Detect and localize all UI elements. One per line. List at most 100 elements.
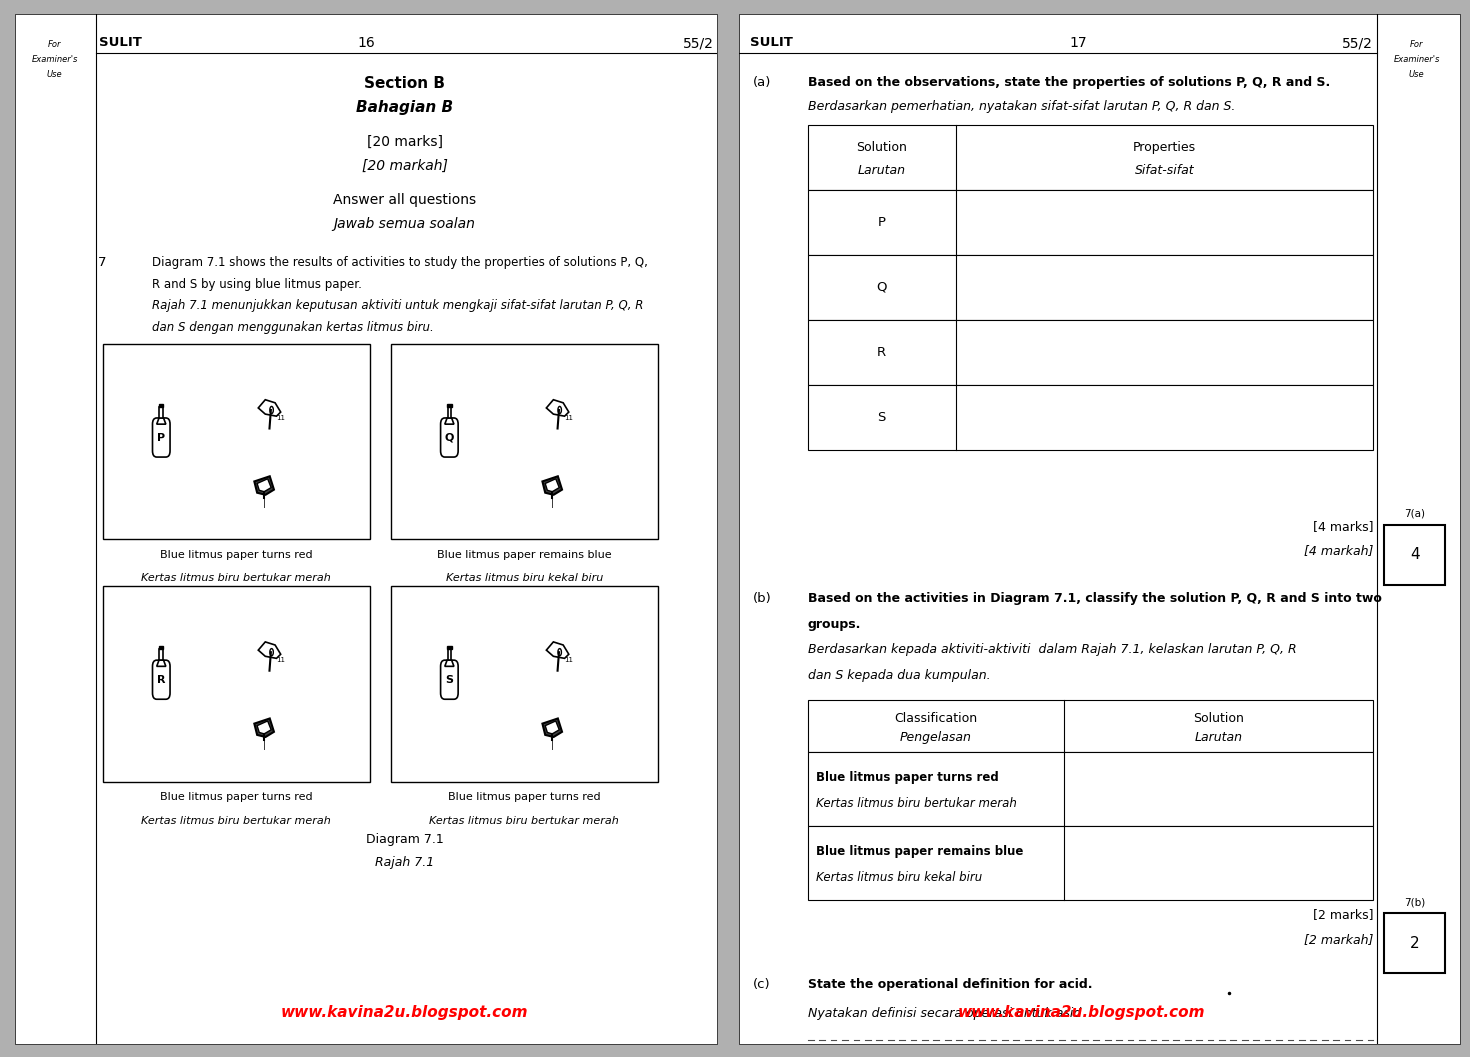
Bar [447, 404, 451, 407]
Bar [809, 385, 1373, 449]
Text: Based on the activities in Diagram 7.1, classify the solution P, Q, R and S into: Based on the activities in Diagram 7.1, … [809, 592, 1382, 605]
Text: P: P [157, 432, 165, 443]
Text: Sifat-sifat: Sifat-sifat [1135, 164, 1194, 177]
Polygon shape [542, 477, 562, 495]
Text: P: P [878, 216, 885, 229]
Polygon shape [257, 479, 270, 492]
Text: Properties: Properties [1133, 142, 1197, 154]
Text: 7(b): 7(b) [1404, 897, 1426, 907]
Text: Kertas litmus biru bertukar merah: Kertas litmus biru bertukar merah [141, 816, 331, 826]
Text: Based on the observations, state the properties of solutions P, Q, R and S.: Based on the observations, state the pro… [809, 76, 1330, 89]
Text: www.kavina2u.blogspot.com: www.kavina2u.blogspot.com [281, 1005, 528, 1020]
Text: 17: 17 [1069, 36, 1086, 51]
Text: S: S [878, 411, 886, 424]
Bar [447, 646, 451, 649]
Polygon shape [157, 418, 166, 424]
Text: Examiner's: Examiner's [31, 55, 78, 64]
Text: Q: Q [876, 281, 886, 294]
Text: Use: Use [1408, 71, 1424, 79]
Bar [103, 344, 369, 539]
Text: Kertas litmus biru kekal biru: Kertas litmus biru kekal biru [816, 871, 983, 885]
Text: Rajah 7.1: Rajah 7.1 [375, 856, 434, 869]
Text: Q: Q [445, 432, 454, 443]
Text: 55/2: 55/2 [684, 36, 714, 51]
Polygon shape [445, 418, 454, 424]
Text: Larutan: Larutan [1195, 730, 1242, 744]
FancyBboxPatch shape [441, 418, 459, 457]
Text: groups.: groups. [809, 617, 861, 631]
FancyBboxPatch shape [153, 661, 171, 700]
Text: Bahagian B: Bahagian B [356, 100, 453, 115]
Text: Blue litmus paper turns red: Blue litmus paper turns red [160, 792, 312, 802]
Ellipse shape [270, 406, 273, 413]
Bar [809, 826, 1373, 900]
Text: Answer all questions: Answer all questions [334, 193, 476, 207]
Polygon shape [547, 400, 569, 416]
FancyBboxPatch shape [153, 418, 171, 457]
Text: [4 marks]: [4 marks] [1313, 520, 1373, 533]
Text: Nyatakan definisi secara operasi untuk asid: Nyatakan definisi secara operasi untuk a… [809, 1007, 1080, 1020]
Text: (b): (b) [753, 592, 772, 605]
Text: SULIT: SULIT [750, 36, 794, 50]
Bar [103, 586, 369, 781]
Text: Solution: Solution [1194, 711, 1244, 725]
Bar [809, 125, 1373, 190]
Bar [159, 646, 163, 649]
Text: Berdasarkan kepada aktiviti-aktiviti  dalam Rajah 7.1, kelaskan larutan P, Q, R: Berdasarkan kepada aktiviti-aktiviti dal… [809, 644, 1297, 656]
Text: Rajah 7.1 menunjukkan keputusan aktiviti untuk mengkaji sifat-sifat larutan P, Q: Rajah 7.1 menunjukkan keputusan aktiviti… [151, 299, 642, 312]
Text: Blue litmus paper turns red: Blue litmus paper turns red [448, 792, 600, 802]
Text: SULIT: SULIT [98, 36, 143, 50]
Text: S: S [445, 674, 453, 685]
Text: [2 markah]: [2 markah] [1304, 933, 1373, 946]
Bar [1385, 525, 1445, 585]
FancyBboxPatch shape [441, 661, 459, 700]
Text: Blue litmus paper turns red: Blue litmus paper turns red [816, 772, 1000, 784]
Text: Blue litmus paper remains blue: Blue litmus paper remains blue [437, 550, 612, 559]
Text: Examiner's: Examiner's [1394, 55, 1439, 64]
Text: Diagram 7.1 shows the results of activities to study the properties of solutions: Diagram 7.1 shows the results of activit… [151, 256, 648, 268]
Polygon shape [259, 400, 281, 416]
Text: Section B: Section B [365, 76, 445, 91]
Text: 55/2: 55/2 [1342, 36, 1373, 51]
Bar [159, 407, 163, 418]
Text: Diagram 7.1: Diagram 7.1 [366, 833, 444, 846]
Text: 11: 11 [276, 415, 285, 422]
Text: Pengelasan: Pengelasan [900, 730, 972, 744]
Ellipse shape [559, 649, 562, 655]
Text: |: | [263, 741, 266, 750]
Bar [391, 344, 657, 539]
Text: R: R [157, 674, 166, 685]
Text: Berdasarkan pemerhatian, nyatakan sifat-sifat larutan P, Q, R dan S.: Berdasarkan pemerhatian, nyatakan sifat-… [809, 100, 1235, 113]
Text: (c): (c) [753, 979, 770, 991]
Text: (a): (a) [753, 76, 770, 89]
Bar [809, 752, 1373, 826]
Polygon shape [254, 477, 273, 495]
Text: 16: 16 [357, 36, 375, 51]
Text: Kertas litmus biru kekal biru: Kertas litmus biru kekal biru [445, 573, 603, 583]
Text: [2 marks]: [2 marks] [1313, 908, 1373, 922]
Text: www.kavina2u.blogspot.com: www.kavina2u.blogspot.com [958, 1005, 1205, 1020]
Polygon shape [257, 721, 270, 734]
Ellipse shape [559, 406, 562, 413]
Text: Kertas litmus biru bertukar merah: Kertas litmus biru bertukar merah [429, 816, 619, 826]
Text: R: R [878, 346, 886, 358]
Text: [4 markah]: [4 markah] [1304, 544, 1373, 557]
Text: |: | [551, 741, 554, 750]
Text: Use: Use [47, 71, 63, 79]
Text: R and S by using blue litmus paper.: R and S by using blue litmus paper. [151, 278, 362, 291]
Polygon shape [547, 642, 569, 659]
Text: 7: 7 [97, 256, 106, 268]
Polygon shape [542, 719, 562, 737]
Polygon shape [259, 642, 281, 659]
Text: 11: 11 [564, 657, 573, 664]
Bar [809, 255, 1373, 320]
Polygon shape [157, 661, 166, 666]
Text: Blue litmus paper turns red: Blue litmus paper turns red [160, 550, 312, 559]
Text: |: | [263, 499, 266, 508]
Text: Kertas litmus biru bertukar merah: Kertas litmus biru bertukar merah [141, 573, 331, 583]
Text: State the operational definition for acid.: State the operational definition for aci… [809, 979, 1092, 991]
Bar [447, 407, 451, 418]
Bar [809, 190, 1373, 255]
Text: dan S dengan menggunakan kertas litmus biru.: dan S dengan menggunakan kertas litmus b… [151, 321, 434, 334]
Text: dan S kepada dua kumpulan.: dan S kepada dua kumpulan. [809, 669, 991, 682]
